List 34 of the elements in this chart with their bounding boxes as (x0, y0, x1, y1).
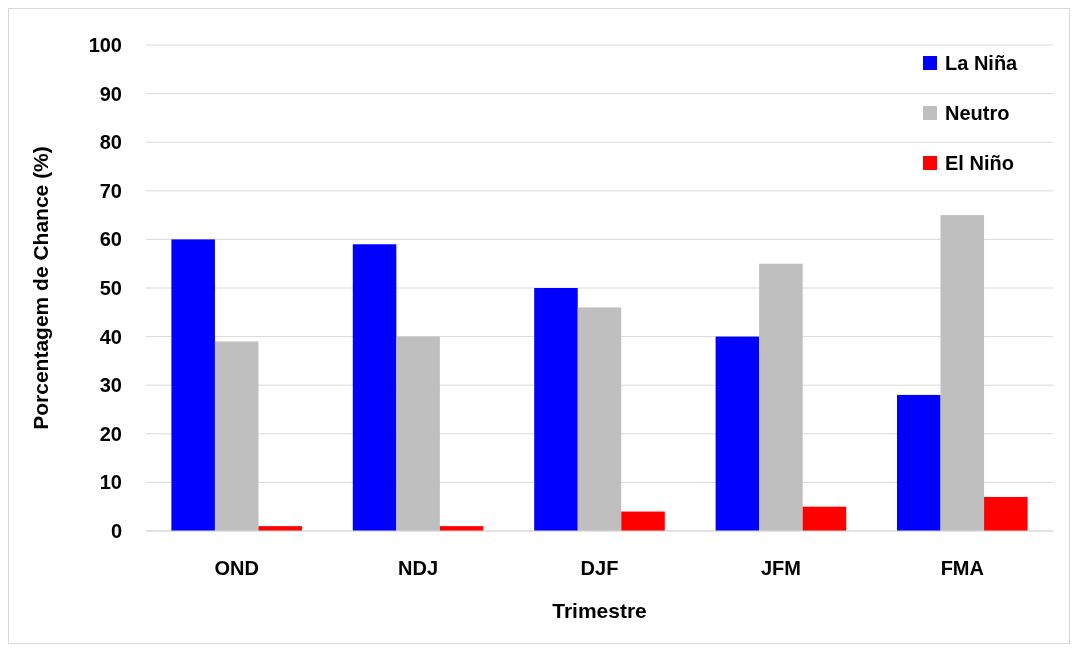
x-axis-title: Trimestre (552, 599, 647, 622)
y-axis-title: Porcentagem de Chance (%) (29, 146, 52, 430)
y-tick-label: 40 (99, 325, 122, 348)
bar (715, 336, 760, 531)
bar (621, 511, 665, 531)
x-tick-label: NDJ (398, 557, 439, 579)
bar (802, 506, 847, 531)
legend-label: Neutro (945, 102, 1010, 124)
y-tick-label: 20 (99, 422, 122, 445)
bar (171, 239, 215, 531)
y-tick-label: 0 (110, 520, 122, 542)
bar (984, 496, 1028, 531)
y-tick-label: 10 (99, 471, 122, 494)
x-tick-label: FMA (940, 557, 984, 579)
x-tick-label: OND (214, 557, 259, 579)
bar (534, 288, 578, 531)
y-tick-label: 90 (99, 82, 122, 105)
x-tick-label: DJF (580, 557, 619, 579)
bar (897, 394, 941, 531)
bar (352, 244, 397, 531)
y-tick-label: 100 (88, 34, 122, 56)
bar (396, 336, 440, 531)
bar (214, 341, 259, 531)
bar (940, 215, 985, 531)
legend-label: La Niña (945, 52, 1019, 74)
legend-label: El Niño (945, 152, 1014, 174)
y-tick-label: 30 (99, 374, 122, 397)
y-tick-label: 50 (99, 277, 122, 299)
y-tick-label: 70 (99, 179, 122, 202)
bar (577, 307, 622, 531)
y-tick-label: 80 (99, 131, 122, 154)
y-tick-label: 60 (99, 228, 122, 251)
x-tick-label: JFM (760, 557, 801, 579)
bar (759, 263, 803, 531)
